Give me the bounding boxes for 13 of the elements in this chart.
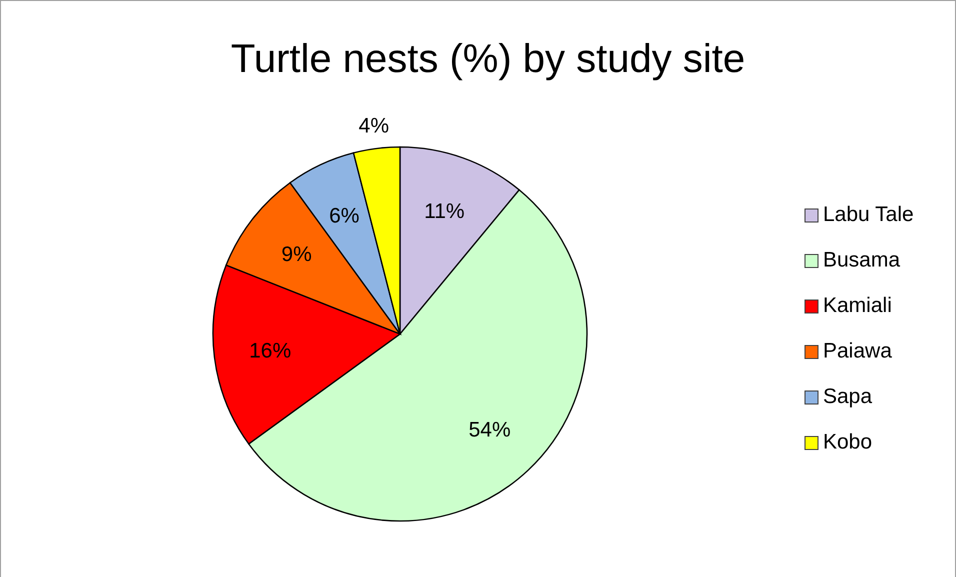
chart-title: Turtle nests (%) by study site <box>230 37 746 81</box>
legend-label: Paiawa <box>823 340 892 362</box>
legend-label: Sapa <box>823 385 872 408</box>
data-label: 16% <box>249 339 292 362</box>
data-label: 11% <box>424 200 465 223</box>
data-label: 6% <box>329 204 360 228</box>
legend-label: Labu Tale <box>823 203 914 226</box>
legend-label: Kamiali <box>823 294 892 317</box>
legend-label: Kobo <box>823 430 872 454</box>
data-label: 54% <box>468 418 511 442</box>
data-label: 4% <box>358 114 389 138</box>
data-label: 9% <box>281 242 312 266</box>
legend-label: Busama <box>823 248 900 272</box>
